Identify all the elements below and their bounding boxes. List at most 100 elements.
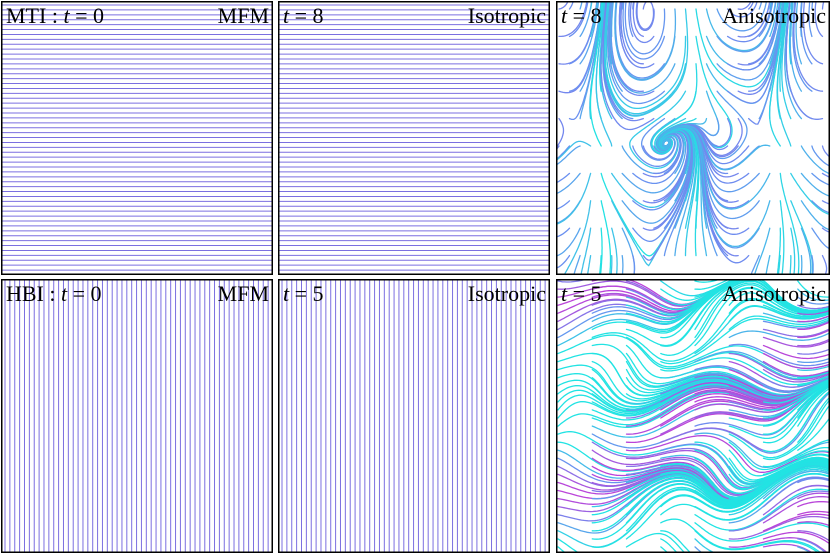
mti-aniso-streamline [800, 227, 812, 275]
hbi-aniso-streamline [660, 530, 692, 553]
hbi-aniso-streamline [694, 522, 830, 542]
hbi-aniso-streamline [797, 383, 830, 411]
hbi-aniso-streamline [797, 385, 830, 419]
hbi-aniso-streamline [728, 330, 830, 341]
mti-aniso-streamline [811, 227, 830, 250]
mti-aniso-streamline [716, 1, 777, 53]
hbi-aniso-streamline [728, 315, 830, 331]
mti-aniso-streamline [621, 254, 624, 275]
hbi-aniso-streamline [762, 280, 830, 311]
hbi-iso-method-label: Isotropic [467, 281, 546, 306]
panel-border [1, 279, 273, 553]
hbi-aniso-streamline [728, 441, 830, 471]
hbi-aniso-streamline [728, 384, 830, 440]
mti-aniso-streamline [726, 1, 758, 18]
hbi-aniso-streamline [797, 521, 830, 527]
mti-aniso-streamline [614, 1, 676, 81]
mti-aniso-streamline [716, 1, 768, 32]
hbi-aniso-streamline [797, 381, 830, 403]
hbi-aniso-streamline [762, 453, 830, 476]
mti-aniso-streamline [792, 1, 813, 92]
hbi-aniso-streamline [728, 490, 830, 532]
mti-aniso-streamline [607, 1, 666, 105]
mti-aniso-streamline [604, 1, 687, 115]
mti-aniso-streamline [790, 227, 796, 275]
mti-aniso-streamline [800, 172, 830, 197]
mti-aniso-streamline [790, 200, 814, 275]
mti-aniso-streamline [598, 254, 602, 275]
mti-aniso-streamline [800, 254, 803, 275]
hbi-aniso-streamline [762, 382, 830, 427]
mti-aniso-streamline [556, 140, 592, 162]
mti-aniso-streamline [737, 1, 752, 10]
hbi-aniso-streamline [694, 472, 830, 521]
hbi-aniso-streamline [762, 543, 814, 553]
hbi-aniso-streamline [762, 380, 830, 411]
hbi-aniso-streamline [557, 279, 591, 283]
hbi-aniso-streamline [797, 348, 830, 355]
mti-aniso-streamline [790, 172, 830, 216]
hbi-aniso-streamline [694, 530, 820, 553]
hbi-aniso-streamline [762, 403, 830, 461]
hbi-aniso-streamline [762, 513, 830, 532]
hbi-aniso-streamline [797, 371, 830, 379]
hbi-aniso-plot [556, 279, 830, 553]
hbi-aniso-streamline [762, 288, 830, 314]
mti-aniso-streamline [795, 1, 803, 65]
hbi-aniso-streamline [762, 476, 830, 508]
mti-aniso-streamline [568, 1, 589, 38]
mti-aniso-streamline [750, 254, 760, 275]
hbi-aniso-streamline [762, 328, 830, 338]
mti-aniso-streamline [800, 145, 830, 175]
hbi-aniso-streamline [797, 500, 830, 508]
mti-aniso-streamline [769, 1, 779, 38]
mti-aniso-streamline [776, 1, 792, 147]
mti-aniso-streamline [563, 200, 592, 275]
mti-aniso-streamline [814, 1, 824, 38]
panel-border [278, 1, 550, 275]
hbi-aniso-streamline [557, 334, 830, 380]
mti-aniso-method-label: Anisotropic [722, 3, 826, 28]
mti-aniso-streamline [610, 254, 613, 275]
mti-iso-method-label: Isotropic [467, 3, 546, 28]
hbi-aniso-streamline [728, 398, 830, 459]
mti-aniso-streamline [556, 117, 565, 149]
mti-aniso-streamline [758, 1, 774, 38]
hbi-iso-plot [278, 279, 550, 553]
hbi-aniso-streamline [797, 470, 830, 476]
hbi-mfm-plot [1, 279, 273, 553]
mti-mfm-method-label: MFM [217, 3, 269, 28]
mti-aniso-streamline [765, 254, 771, 275]
hbi-aniso-streamline [797, 416, 830, 451]
mti-aniso-streamline [556, 254, 571, 269]
hbi-aniso-streamline [762, 531, 830, 545]
hbi-aniso-streamline [728, 280, 830, 313]
mti-aniso-streamline [556, 200, 571, 211]
hbi-aniso-streamline [797, 387, 830, 427]
mti-aniso-streamline [635, 1, 655, 31]
mti-aniso-streamline [811, 172, 830, 186]
panel-border [556, 279, 830, 553]
mti-aniso-streamline [589, 1, 599, 38]
mti-aniso-streamline [758, 1, 785, 92]
mti-aniso-streamline [785, 1, 824, 120]
mti-aniso-streamline [618, 1, 655, 69]
hbi-aniso-streamline [694, 279, 741, 306]
mti-aniso-streamline [556, 172, 581, 195]
mti-iso-time-label: t = 8 [283, 3, 324, 28]
mti-aniso-streamline [632, 254, 636, 275]
hbi-aniso-streamline [762, 379, 830, 404]
mti-mfm-time-label: MTI : t = 0 [6, 3, 104, 28]
hbi-aniso-streamline [797, 378, 830, 395]
hbi-aniso-streamline [728, 456, 830, 481]
hbi-aniso-streamline [797, 338, 830, 347]
mti-aniso-streamline [821, 254, 828, 275]
mti-mfm-plot [1, 1, 273, 275]
hbi-aniso-streamline [762, 344, 830, 360]
hbi-aniso-streamline [762, 304, 830, 319]
hbi-aniso-streamline [694, 350, 830, 378]
hbi-aniso-streamline [797, 314, 830, 323]
mti-aniso-streamline [748, 1, 781, 65]
hbi-aniso-streamline [797, 329, 830, 339]
mti-aniso-streamline [811, 254, 814, 275]
